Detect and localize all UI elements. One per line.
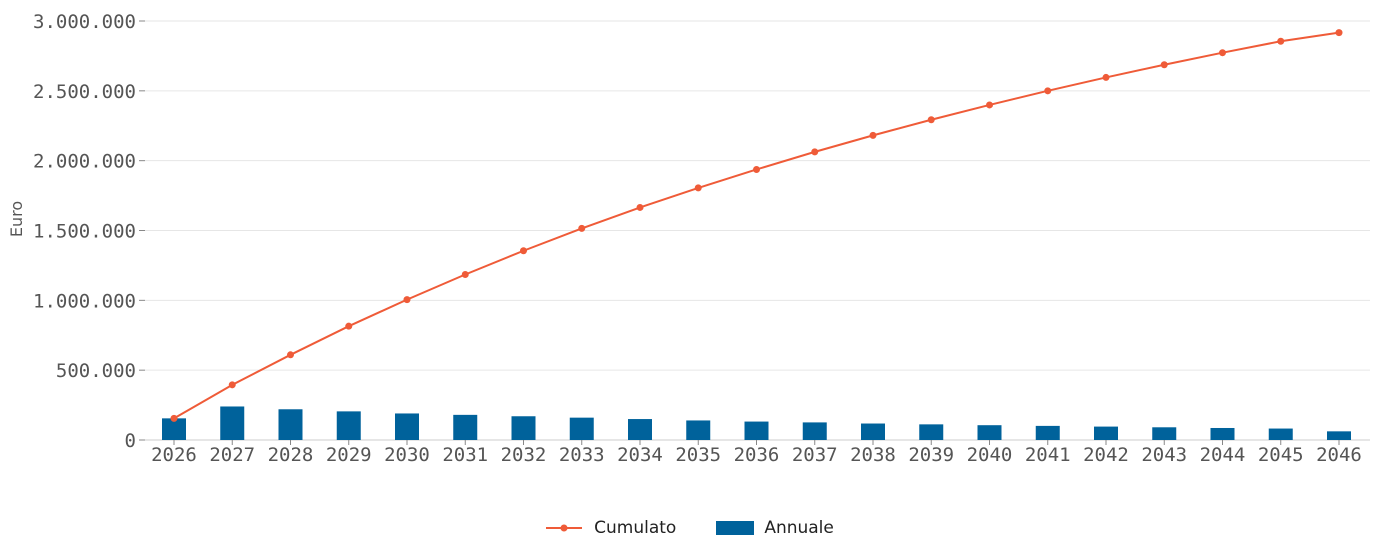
bar-annuale-2045	[1268, 428, 1293, 440]
x-tick-label: 2034	[617, 444, 663, 466]
x-tick-label: 2041	[1025, 444, 1071, 466]
bar-annuale-2029	[336, 411, 361, 440]
x-tick-label: 2035	[675, 444, 721, 466]
x-tick-label: 2031	[442, 444, 488, 466]
y-tick-label: 500.000	[56, 360, 136, 382]
y-tick-label: 1.000.000	[33, 290, 136, 312]
point-cumulato-2037	[811, 148, 819, 156]
bar-annuale-2043	[1152, 427, 1177, 440]
x-axis: 2026 2027 2028 2029 2030 2031 2032 2033 2034 2035…	[151, 440, 1362, 466]
bar-annuale-2032	[511, 416, 536, 440]
bar-annuale-2038	[861, 423, 885, 440]
bar-annuale-2042	[1094, 426, 1118, 440]
point-cumulato-2030	[403, 296, 411, 304]
bar-annuale-2041	[1035, 425, 1060, 440]
x-tick-label: 2028	[268, 444, 314, 466]
point-cumulato-2028	[287, 351, 294, 359]
bar-annuale-2033	[569, 417, 594, 440]
x-tick-label: 2026	[151, 444, 197, 466]
bar-annuale-2037	[802, 422, 827, 440]
bar-annuale-2035	[686, 420, 711, 440]
bar-annuale-2027	[220, 406, 245, 440]
bar-annuale-2040	[977, 425, 1002, 440]
chart: 0 500.000 1.000.000 1.500.000 2.000.000 2.500…	[7, 11, 1370, 466]
legend: Cumulato Annuale	[0, 518, 1378, 538]
y-axis: 0 500.000 1.000.000 1.500.000 2.000.000 2.500…	[33, 11, 145, 452]
x-tick-label: 2043	[1141, 444, 1187, 466]
y-tick-label: 2.000.000	[33, 151, 136, 173]
x-tick-label: 2039	[908, 444, 954, 466]
point-cumulato-2046	[1335, 29, 1343, 37]
y-tick-label: 0	[125, 430, 136, 452]
point-cumulato-2034	[636, 203, 644, 211]
x-tick-label: 2046	[1316, 444, 1362, 466]
legend-item-annuale[interactable]: Annuale	[716, 518, 834, 538]
gridlines	[145, 20, 1370, 441]
x-tick-label: 2037	[792, 444, 838, 466]
legend-item-cumulato[interactable]: Cumulato	[544, 518, 676, 538]
line-series-cumulato	[170, 29, 1343, 422]
point-cumulato-2045	[1277, 37, 1285, 45]
legend-label-cumulato: Cumulato	[594, 518, 677, 538]
point-cumulato-2032	[520, 247, 527, 255]
x-tick-label: 2030	[384, 444, 430, 466]
x-tick-label: 2029	[326, 444, 372, 466]
x-tick-label: 2033	[559, 444, 605, 466]
bar-annuale-2026	[162, 418, 186, 440]
point-cumulato-2042	[1102, 73, 1110, 81]
y-tick-label: 1.500.000	[33, 221, 136, 243]
point-cumulato-2035	[694, 184, 702, 192]
point-cumulato-2029	[345, 322, 353, 330]
point-cumulato-2027	[228, 381, 236, 389]
y-tick-label: 3.000.000	[33, 11, 136, 33]
x-tick-label: 2044	[1200, 444, 1246, 466]
x-tick-label: 2036	[734, 444, 780, 466]
x-tick-label: 2042	[1083, 444, 1129, 466]
point-cumulato-2033	[578, 224, 586, 232]
line-marker-icon	[546, 524, 583, 532]
x-tick-label: 2040	[967, 444, 1013, 466]
bar-swatch-icon	[716, 521, 755, 535]
bar-annuale-2046	[1327, 431, 1351, 440]
point-cumulato-2040	[986, 101, 993, 109]
bar-annuale-2036	[744, 421, 769, 440]
bar-annuale-2031	[453, 414, 478, 440]
bar-annuale-2039	[919, 424, 944, 440]
legend-label-annuale: Annuale	[764, 518, 834, 538]
point-cumulato-2038	[869, 131, 877, 139]
point-cumulato-2044	[1219, 49, 1226, 57]
x-tick-label: 2032	[501, 444, 547, 466]
x-tick-label: 2027	[209, 444, 255, 466]
x-tick-label: 2045	[1258, 444, 1304, 466]
point-cumulato-2026	[170, 414, 178, 422]
bar-annuale-2030	[395, 413, 419, 440]
bar-series-annuale	[162, 406, 1351, 440]
bar-annuale-2028	[278, 409, 303, 440]
y-axis-label: Euro	[7, 201, 26, 237]
point-cumulato-2031	[461, 270, 469, 278]
point-cumulato-2041	[1044, 87, 1052, 95]
x-tick-label: 2038	[850, 444, 896, 466]
y-tick-label: 2.500.000	[33, 81, 136, 103]
bar-annuale-2034	[628, 419, 652, 440]
bar-annuale-2044	[1210, 427, 1235, 440]
point-cumulato-2043	[1160, 61, 1168, 69]
point-cumulato-2039	[927, 116, 935, 124]
point-cumulato-2036	[753, 165, 760, 173]
